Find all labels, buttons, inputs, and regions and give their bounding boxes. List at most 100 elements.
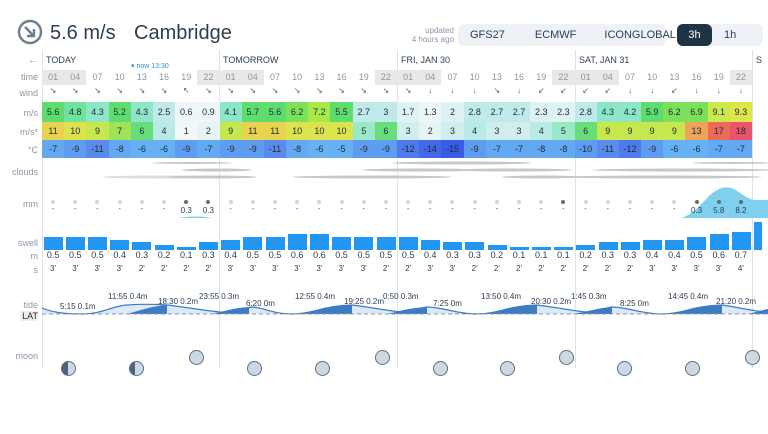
precip-dot-icon	[308, 196, 330, 208]
precip-cell: -	[295, 206, 299, 213]
swell-height-row: 0.5 0.5 0.5 0.4 0.3 0.2 0.1 0.3 0.4 0.5 0.5 0.6 0.6 0…	[42, 250, 752, 262]
tide-label: 5:15 0.1m	[60, 302, 96, 311]
wind-speed-cell: 4.8	[64, 102, 87, 122]
precip-dot-icon	[42, 196, 64, 208]
precip-dot-icon	[486, 196, 508, 208]
tide-label: 18:30 0.2m	[158, 297, 199, 306]
resolution-3h-button[interactable]: 3h	[677, 24, 712, 46]
wind-speed-cell: 7.2	[308, 102, 331, 122]
precip-cell: -	[74, 206, 77, 213]
tide-label: 11:55 0.4m	[108, 292, 148, 301]
precip-cell: -	[650, 206, 654, 213]
moon-phase-icon	[315, 361, 330, 376]
time-cell: 01	[397, 70, 420, 85]
time-cell: 07	[624, 72, 635, 82]
location-name: Cambridge	[134, 22, 232, 44]
wind-arrow-icon: ↘	[338, 86, 345, 95]
swell-period-cell: 3'	[360, 264, 367, 273]
wind-direction-row: ↘ ↘ ↘ ↘ ↘ ↘ ↖ ↘ ↘ ↘ ↘ ↘ ↘ ↘ ↘ ↘ ↘ ↓ ↓ ↓ ↘ ↓ ↙ ↙ ↙ ↙ ↓ ↓ ↙ ↓ ↓ ↓	[42, 86, 752, 100]
swell-height-cell: 0.2	[490, 250, 504, 260]
swell-period-cell: 3'	[715, 264, 722, 273]
swell-bar	[665, 239, 685, 250]
wind-arrow-icon: ↓	[738, 86, 743, 95]
wind-speed-cell: 5.7	[241, 102, 264, 122]
gust-cell: 4	[152, 122, 176, 140]
wind-speed-cell: 2	[441, 102, 464, 122]
wind-arrow-icon: ↘	[116, 86, 123, 95]
row-label-clouds: clouds	[11, 167, 38, 177]
temperature-cell: -12	[397, 140, 420, 158]
precip-dot-icon	[109, 196, 131, 208]
time-cell: 22	[374, 70, 397, 85]
swell-bar	[687, 237, 707, 250]
model-gfs27[interactable]: GFS27	[470, 29, 505, 41]
wind-arrow-icon: ↓	[428, 86, 433, 95]
gusts-row: 11 10 9 7 6 4 1 2 9 11 11 10 10 10 5 6 3 2 3 4 3 3 4 5 6 9 9 9 9 13 17…	[42, 122, 752, 140]
row-label-temperature: °C	[27, 145, 38, 155]
precip-dot-icon	[641, 196, 663, 208]
swell-period-cell: 2'	[471, 264, 478, 273]
temperature-cell: -9	[463, 140, 486, 158]
swell-height-cell: 0.5	[401, 250, 415, 260]
gust-cell: 10	[308, 122, 331, 140]
swell-height-cell: 0.6	[313, 250, 326, 260]
temperature-cell: -14	[419, 140, 442, 158]
temperature-cell: -12	[618, 140, 642, 158]
snowflake-icon	[175, 196, 197, 208]
swell-period-cell: 2'	[582, 264, 589, 273]
wind-speed-cell: 2.3	[530, 102, 553, 122]
precip-cell: -	[406, 206, 410, 213]
precip-cell: -	[118, 206, 121, 213]
row-label-moon: moon	[15, 351, 38, 361]
scroll-back-button[interactable]: ←	[28, 55, 38, 66]
temperature-cell: -11	[596, 140, 619, 158]
precip-cell: 8.2	[735, 206, 747, 215]
precip-row: - - - - - - 0.3 0.3 - - - - - - - - - - - - - - - - - - - - - 0.3 5.8 8…	[42, 206, 752, 218]
swell-height-cell: 0.3	[623, 250, 637, 260]
resolution-selector: 3h 1h	[677, 24, 763, 46]
precip-cell: -	[584, 206, 587, 213]
temperature-cell: -11	[86, 140, 109, 158]
snowflake-icon	[685, 196, 707, 208]
swell-height-cell: 0.1	[534, 250, 548, 260]
time-cell: 16	[691, 72, 702, 82]
swell-bar	[620, 242, 640, 250]
precip-cell: -	[51, 206, 55, 213]
row-label-wind: wind	[19, 88, 38, 98]
gust-cell: 4	[530, 122, 553, 140]
wind-speed-cell: 5.6	[263, 102, 287, 122]
gust-cell: 10	[330, 122, 353, 140]
time-cell: 04	[596, 70, 619, 85]
time-cell: 19	[358, 72, 369, 82]
swell-bar	[154, 244, 174, 250]
swell-height-cell: 0.3	[601, 250, 615, 260]
forecast-table: ← TODAY TOMORROW FRI, JAN 30 SAT, JAN 31…	[0, 50, 768, 434]
swell-height-cell: 0.7	[734, 250, 748, 260]
temperature-cell: -6	[130, 140, 153, 158]
time-cell: 01	[574, 70, 597, 85]
tide-label: 23:55 0.3m	[199, 292, 240, 301]
wind-speed-cell: 3	[374, 102, 397, 122]
moon-phase-icon	[685, 361, 700, 376]
precip-dot-icon	[575, 196, 597, 208]
temperature-cell: -7	[485, 140, 508, 158]
divider	[219, 50, 220, 368]
wind-arrow-icon: ↓	[472, 86, 477, 95]
model-ecmwf[interactable]: ECMWF	[534, 29, 577, 41]
wind-speed-row: 5.6 4.8 4.3 5.2 4.3 2.5 0.6 0.9 4.1 5.7 5.6 6.2 7.2 5…	[42, 102, 752, 122]
day-header: TOMORROW	[223, 55, 279, 65]
swell-period-cell: 3'	[294, 264, 301, 273]
swell-height-cell: 0.5	[46, 250, 60, 260]
time-cell: 19	[713, 72, 724, 82]
precip-dot-icon	[663, 196, 685, 208]
resolution-1h-button[interactable]: 1h	[724, 29, 737, 41]
precip-dot-icon	[86, 196, 108, 208]
row-label-swell: swell	[17, 238, 38, 248]
swell-height-cell: 0.5	[690, 250, 703, 260]
gust-cell: 11	[42, 122, 65, 140]
clouds-chart	[102, 161, 768, 179]
wind-speed-cell: 4.2	[618, 102, 642, 122]
gust-cell: 11	[241, 122, 264, 140]
model-iconglobal[interactable]: ICONGLOBAL	[604, 29, 676, 41]
swell-height-cell: 0.4	[668, 250, 681, 260]
